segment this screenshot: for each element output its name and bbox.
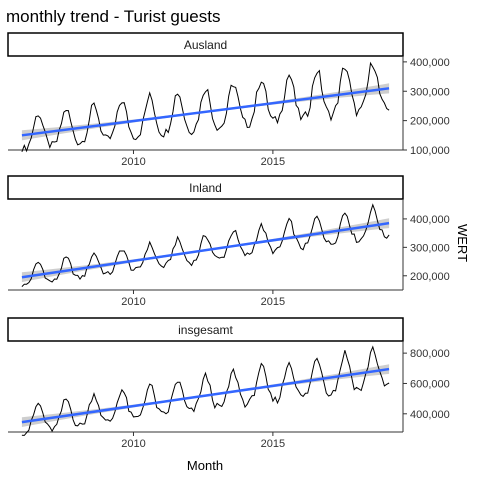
trend-line — [21, 221, 390, 279]
strip-label: Inland — [189, 181, 222, 195]
strip-header — [7, 32, 404, 57]
panels: Ausland 100,000 200,000 300,000 400,000 2010 2… — [7, 32, 450, 450]
panel-ausland: Ausland 100,000 200,000 300,000 400,000 2010 2… — [7, 32, 450, 168]
y-tick-label: 400,000 — [410, 214, 450, 226]
x-tick-label: 2015 — [261, 296, 285, 308]
y-tick-label: 600,000 — [410, 378, 450, 390]
trend-line — [21, 87, 390, 137]
y-tick-label: 400,000 — [410, 409, 450, 421]
strip-label: insgesamt — [178, 323, 233, 337]
y-tick-label: 300,000 — [410, 86, 450, 98]
y-tick-label: 300,000 — [410, 242, 450, 254]
series-line — [21, 345, 390, 436]
trend-line — [21, 367, 390, 424]
y-tick-label: 200,000 — [410, 116, 450, 128]
y-tick-label: 800,000 — [410, 348, 450, 360]
x-tick-label: 2010 — [121, 156, 145, 168]
y-tick-label: 100,000 — [410, 145, 450, 157]
x-tick-label: 2015 — [261, 156, 285, 168]
strip-header — [7, 317, 404, 342]
y-tick-label: 200,000 — [410, 271, 450, 283]
series-line — [21, 61, 390, 153]
x-tick-label: 2015 — [261, 438, 285, 450]
panel-inland: Inland 200,000 300,000 400,000 2010 2015 — [7, 175, 450, 308]
panel-insgesamt: insgesamt 400,000 600,000 800,000 2010 2015 — [7, 317, 450, 450]
chart-title: monthly trend - Turist guests — [6, 7, 220, 26]
x-tick-label: 2010 — [121, 438, 145, 450]
y-axis-title: WERT — [455, 224, 470, 262]
strip-label: Ausland — [184, 38, 227, 52]
x-tick-label: 2010 — [121, 296, 145, 308]
x-axis-title: Month — [187, 458, 223, 473]
series-line — [21, 203, 390, 287]
strip-header — [7, 175, 404, 200]
y-tick-label: 400,000 — [410, 57, 450, 69]
